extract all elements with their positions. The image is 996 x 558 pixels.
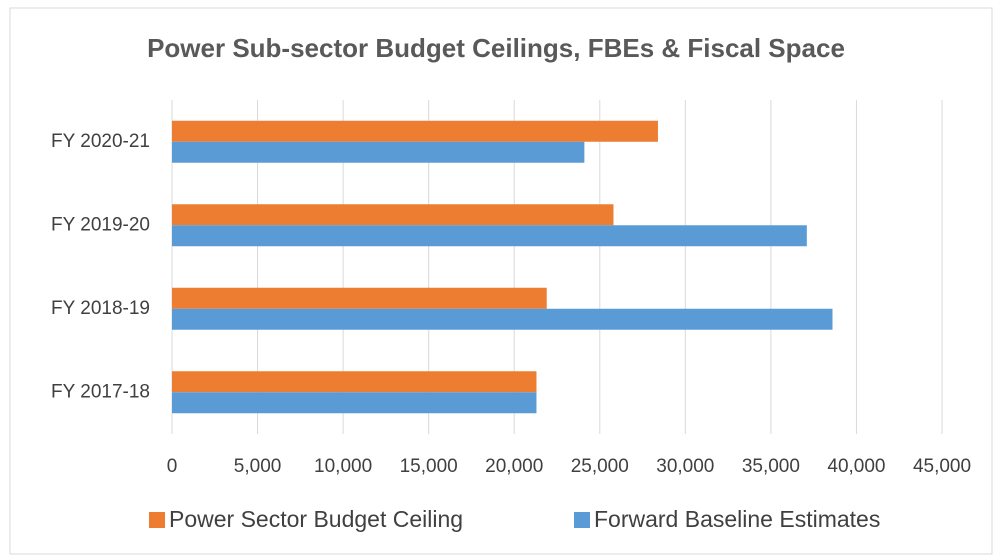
bar bbox=[172, 308, 833, 330]
x-tick-label: 25,000 bbox=[571, 456, 629, 477]
x-tick-label: 35,000 bbox=[742, 456, 800, 477]
x-tick-label: 30,000 bbox=[656, 456, 714, 477]
legend-label: Power Sector Budget Ceiling bbox=[169, 506, 463, 532]
bar bbox=[172, 120, 658, 142]
y-tick-label: FY 2019-20 bbox=[51, 214, 150, 235]
bar bbox=[172, 371, 537, 393]
bar bbox=[172, 204, 614, 226]
x-tick-label: 10,000 bbox=[314, 456, 372, 477]
y-tick-label: FY 2017-18 bbox=[51, 381, 150, 402]
legend-swatch bbox=[149, 512, 165, 528]
chart-title: Power Sub-sector Budget Ceilings, FBEs &… bbox=[147, 33, 845, 63]
x-tick-label: 15,000 bbox=[400, 456, 458, 477]
x-tick-label: 20,000 bbox=[485, 456, 543, 477]
x-tick-label: 40,000 bbox=[827, 456, 885, 477]
chart-border bbox=[9, 7, 993, 555]
y-tick-label: FY 2018-19 bbox=[51, 298, 150, 319]
legend-label: Forward Baseline Estimates bbox=[594, 506, 880, 532]
bar bbox=[172, 225, 807, 247]
bar bbox=[172, 392, 537, 414]
x-tick-label: 45,000 bbox=[913, 456, 971, 477]
bar bbox=[172, 287, 547, 309]
x-tick-label: 5,000 bbox=[234, 456, 282, 477]
legend-swatch bbox=[574, 512, 590, 528]
x-tick-label: 0 bbox=[167, 456, 178, 477]
y-tick-label: FY 2020-21 bbox=[51, 131, 150, 152]
bar bbox=[172, 141, 585, 163]
